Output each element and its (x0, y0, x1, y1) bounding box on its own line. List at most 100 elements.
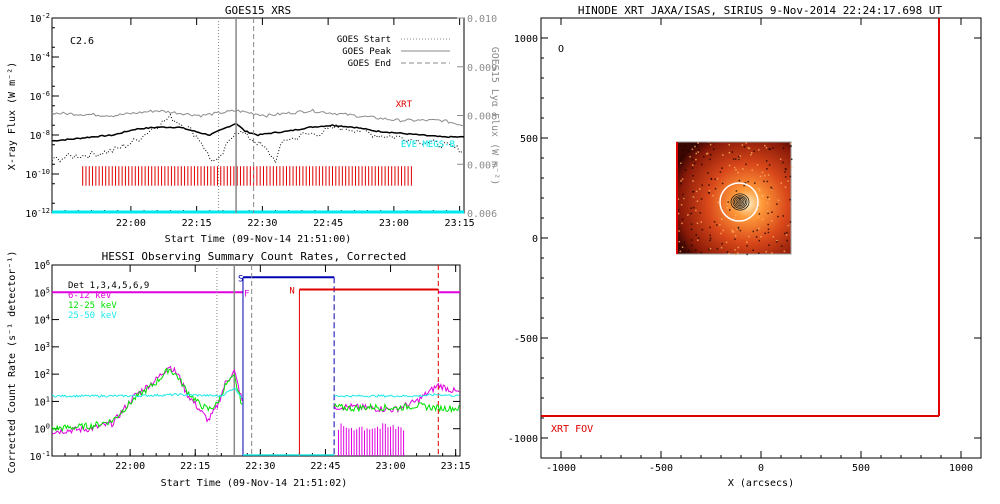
xrt-image-speckle (732, 231, 735, 233)
hessi-xlabel: Start Time (09-Nov-14 21:51:02) (161, 478, 348, 489)
xrt-image-speckle (757, 187, 759, 190)
xrt-image-speckle (771, 220, 773, 222)
xrt-image-speckle (687, 249, 690, 252)
xrt-image-speckle (787, 224, 790, 227)
xrt-image-speckle (758, 227, 760, 230)
xrt-image-speckle (700, 251, 703, 254)
hessi-ylabel: Corrected Count Rate (s⁻¹ detector⁻¹) (7, 251, 18, 474)
xrt-image-speckle (771, 211, 773, 213)
goes-ytick-right-label: 0.007 (467, 160, 497, 171)
xrt-image-speckle (747, 147, 750, 149)
xrt-image-speckle (764, 232, 766, 235)
xrt-image-speckle (767, 210, 769, 213)
goes-xtick-label: 23:00 (379, 218, 409, 229)
xrt-image-speckle (695, 158, 697, 161)
xrt-image-speckle (727, 201, 729, 203)
xrt-image-speckle (721, 182, 724, 185)
xrt-image-speckle (707, 172, 709, 174)
xrt-image-speckle (728, 164, 731, 167)
map-ytick-label: 0 (532, 234, 538, 245)
goes-ytick-right-label: 0.008 (467, 112, 497, 123)
xrt-image-speckle (790, 145, 792, 147)
xrt-image-speckle (784, 176, 787, 178)
xrt-image-speckle (767, 231, 770, 234)
xrt-image-speckle (700, 198, 703, 200)
map-ytick-label: -1000 (508, 434, 538, 445)
flare-contour (737, 199, 743, 205)
xrt-image-speckle (784, 232, 786, 235)
goes-ytick-label: 10-4 (30, 51, 50, 64)
goes-class-label: C2.6 (70, 36, 94, 47)
xrt-image-speckle (761, 171, 764, 174)
xrt-image-speckle (681, 222, 683, 225)
map-xtick-label: -500 (649, 463, 673, 474)
xrt-image-speckle (709, 158, 711, 161)
xrt-image-speckle (758, 149, 760, 151)
xrt-image-speckle (680, 204, 683, 206)
xrt-image-speckle (746, 253, 748, 256)
xrt-label: XRT (396, 100, 413, 110)
xrt-map-title: HINODE XRT JAXA/ISAS, SIRIUS 9-Nov-2014 … (578, 4, 943, 17)
xrt-image-speckle (786, 239, 788, 242)
xrt-image-speckle (733, 217, 736, 219)
xrt-image-speckle (783, 250, 786, 253)
xrt-image-speckle (717, 201, 719, 204)
xrt-image-speckle (679, 250, 682, 253)
xrt-image-speckle (735, 190, 738, 192)
hessi-ytick-label: 10-1 (30, 450, 50, 463)
goes-title: GOES15 XRS (225, 4, 291, 17)
xrt-image-speckle (681, 246, 684, 248)
xrt-image-speckle (699, 188, 701, 190)
xrt-image-speckle (681, 243, 684, 246)
xrt-image-speckle (707, 142, 710, 145)
xrt-image-speckle (739, 155, 742, 157)
xrt-image-speckle (700, 221, 702, 223)
xrt-image-speckle (743, 146, 746, 148)
xrt-image-speckle (734, 158, 737, 160)
xrt-image-speckle (761, 194, 763, 197)
xrt-image-speckle (763, 174, 766, 177)
xrt-image-speckle (678, 230, 680, 232)
xrt-image-speckle (756, 164, 759, 166)
xrt-image-speckle (710, 154, 712, 156)
xrt-image-speckle (693, 162, 696, 165)
xrt-image-speckle (681, 218, 684, 221)
xrt-image-speckle (755, 236, 758, 238)
xrt-image-speckle (733, 205, 736, 208)
xrt-image-speckle (731, 229, 734, 231)
xrt-image-speckle (782, 215, 785, 217)
xrt-image-speckle (681, 178, 684, 180)
goes-ytick-right-label: 0.006 (467, 209, 497, 220)
xrt-image-speckle (728, 252, 730, 255)
flare-contour (738, 200, 742, 204)
xrt-image-speckle (758, 239, 761, 242)
xrt-image-speckle (744, 182, 747, 184)
xrt-image-speckle (719, 224, 721, 226)
xrt-image-speckle (735, 169, 737, 171)
xrt-image-speckle (708, 248, 710, 251)
xrt-image-speckle (756, 229, 758, 232)
xrt-image-speckle (692, 190, 695, 193)
xrt-image-speckle (731, 231, 734, 233)
goes-plot-frame (51, 17, 465, 214)
hessi-ytick-label: 105 (34, 286, 50, 299)
goes-xlabel: Start Time (09-Nov-14 21:51:00) (165, 234, 352, 245)
xrt-image-speckle (692, 175, 694, 177)
xrt-image-speckle (780, 182, 782, 184)
xrt-image-speckle (745, 188, 748, 190)
xrt-image-speckle (690, 207, 692, 209)
goes-legend-label: GOES End (348, 59, 391, 69)
xrt-image-speckle (739, 210, 742, 212)
xrt-image-speckle (767, 196, 769, 199)
xrt-image-speckle (684, 145, 686, 147)
xrt-image-speckle (683, 241, 686, 243)
hessi-xtick-label: 22:30 (245, 461, 275, 472)
flare-contour (732, 195, 748, 209)
xrt-image-speckle (677, 209, 680, 211)
xrt-image-speckle (680, 162, 682, 165)
xrt-image-speckle (738, 179, 741, 182)
eve-label: EVE MEGS-B (401, 140, 455, 150)
xrt-image-speckle (682, 149, 684, 151)
xrt-image-speckle (710, 178, 713, 180)
goes-ylabel-right: GOES15 Lyα Flux (W m⁻²) (489, 47, 500, 185)
